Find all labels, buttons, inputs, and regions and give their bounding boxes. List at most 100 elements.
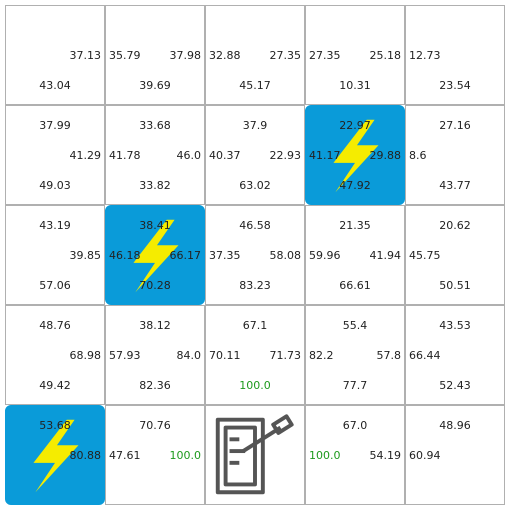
cell-value-bottom: 70.28 — [139, 279, 171, 292]
grid-cell[interactable]: 46.58 37.35 58.08 83.23 — [205, 205, 305, 305]
cell-value-bottom: 33.82 — [139, 179, 171, 192]
cell-value-bottom: 23.54 — [439, 79, 471, 92]
goal-cell[interactable] — [205, 405, 305, 505]
grid-cell[interactable]: 67.0 100.0 54.19 — [305, 405, 405, 505]
cell-value-right: 46.0 — [176, 149, 202, 162]
cell-value-top: 48.96 — [439, 419, 471, 432]
cell-value-top: 53.68 — [39, 419, 71, 432]
grid-cell[interactable]: 27.16 8.6 43.77 — [405, 105, 505, 205]
grid-cell[interactable]: 67.1 70.11 71.73 100.0 — [205, 305, 305, 405]
cell-value-right: 58.08 — [269, 249, 302, 262]
cell-value-bottom: 49.42 — [39, 379, 71, 392]
cell-value-bottom: 63.02 — [239, 179, 271, 192]
cell-value-top: 33.68 — [139, 119, 171, 132]
grid-cell[interactable]: 43.19 39.85 57.06 — [5, 205, 105, 305]
cell-value-right: 37.98 — [169, 49, 202, 62]
lightning-cell[interactable]: 53.68 80.88 — [5, 405, 105, 505]
cell-value-bottom: 50.51 — [439, 279, 471, 292]
cell-value-top: 37.99 — [39, 119, 71, 132]
cell-value-bottom: 57.06 — [39, 279, 71, 292]
cell-value-bottom: 43.77 — [439, 179, 471, 192]
cell-value-right: 27.35 — [269, 49, 302, 62]
cell-value-right: 57.8 — [376, 349, 402, 362]
cell-value-right: 37.13 — [69, 49, 102, 62]
grid-cell[interactable]: 32.88 27.35 45.17 — [205, 5, 305, 105]
grid-cell[interactable]: 35.79 37.98 39.69 — [105, 5, 205, 105]
grid-cell[interactable]: 37.13 43.04 — [5, 5, 105, 105]
grid-cell[interactable]: 43.53 66.44 52.43 — [405, 305, 505, 405]
grid-cell[interactable]: 37.9 40.37 22.93 63.02 — [205, 105, 305, 205]
cell-value-left: 70.11 — [209, 349, 241, 362]
cell-value-bottom: 45.17 — [239, 79, 271, 92]
cell-value-right: 41.94 — [369, 249, 402, 262]
cell-value-right: 71.73 — [269, 349, 302, 362]
cell-value-right: 100.0 — [169, 449, 202, 462]
lightning-cell[interactable]: 38.41 46.18 66.17 70.28 — [105, 205, 205, 305]
cell-value-right: 66.17 — [169, 249, 202, 262]
cell-value-top: 20.62 — [439, 219, 471, 232]
cell-value-left: 100.0 — [309, 449, 341, 462]
cell-value-bottom: 10.31 — [339, 79, 371, 92]
cell-value-top: 22.97 — [339, 119, 371, 132]
cell-value-left: 60.94 — [409, 449, 441, 462]
cell-value-bottom: 66.61 — [339, 279, 371, 292]
grid-cell[interactable]: 21.35 59.96 41.94 66.61 — [305, 205, 405, 305]
cell-value-right: 29.88 — [369, 149, 402, 162]
cell-value-right: 68.98 — [69, 349, 102, 362]
cell-value-right: 22.93 — [269, 149, 302, 162]
cell-value-top: 38.41 — [139, 219, 171, 232]
lightning-icon — [133, 219, 179, 293]
cell-value-bottom: 100.0 — [239, 379, 271, 392]
grid-cell[interactable]: 48.76 68.98 49.42 — [5, 305, 105, 405]
lightning-icon — [333, 119, 379, 193]
cell-value-top: 43.53 — [439, 319, 471, 332]
grid-cell[interactable]: 70.76 47.61 100.0 — [105, 405, 205, 505]
cell-value-top: 43.19 — [39, 219, 71, 232]
cell-value-top: 48.76 — [39, 319, 71, 332]
cell-value-bottom: 52.43 — [439, 379, 471, 392]
cell-value-left: 35.79 — [109, 49, 141, 62]
cell-value-top: 27.16 — [439, 119, 471, 132]
cell-value-top: 46.58 — [239, 219, 271, 232]
cell-value-top: 55.4 — [342, 319, 368, 332]
cell-value-right: 54.19 — [369, 449, 402, 462]
cell-value-top: 67.0 — [342, 419, 368, 432]
cell-value-bottom: 83.23 — [239, 279, 271, 292]
cell-value-bottom: 82.36 — [139, 379, 171, 392]
grid-cell[interactable]: 48.96 60.94 — [405, 405, 505, 505]
cell-value-left: 8.6 — [409, 149, 427, 162]
cell-value-bottom: 43.04 — [39, 79, 71, 92]
cell-value-left: 37.35 — [209, 249, 241, 262]
cell-value-left: 41.17 — [309, 149, 341, 162]
cell-value-left: 40.37 — [209, 149, 241, 162]
cell-value-bottom: 39.69 — [139, 79, 171, 92]
grid-cell[interactable]: 33.68 41.78 46.0 33.82 — [105, 105, 205, 205]
grid-cell[interactable]: 20.62 45.75 50.51 — [405, 205, 505, 305]
cell-value-left: 46.18 — [109, 249, 141, 262]
cell-value-top: 37.9 — [242, 119, 268, 132]
cell-value-right: 25.18 — [369, 49, 402, 62]
exit-door-icon — [215, 414, 294, 495]
cell-value-bottom: 77.7 — [342, 379, 368, 392]
cell-value-right: 39.85 — [69, 249, 102, 262]
cell-value-top: 38.12 — [139, 319, 171, 332]
grid-cell[interactable]: 55.4 82.2 57.8 77.7 — [305, 305, 405, 405]
cell-value-left: 27.35 — [309, 49, 341, 62]
grid-cell[interactable]: 38.12 57.93 84.0 82.36 — [105, 305, 205, 405]
grid-cell[interactable]: 27.35 25.18 10.31 — [305, 5, 405, 105]
game-grid: 37.13 43.04 35.79 37.98 39.69 32.88 27.35 45.17… — [5, 5, 505, 505]
cell-value-right: 84.0 — [176, 349, 202, 362]
cell-value-left: 41.78 — [109, 149, 141, 162]
cell-value-left: 47.61 — [109, 449, 141, 462]
cell-value-bottom: 47.92 — [339, 179, 371, 192]
grid-cell[interactable]: 37.99 41.29 49.03 — [5, 105, 105, 205]
cell-value-top: 67.1 — [242, 319, 268, 332]
lightning-icon — [33, 419, 79, 493]
cell-value-left: 32.88 — [209, 49, 241, 62]
lightning-cell[interactable]: 22.97 41.17 29.88 47.92 — [305, 105, 405, 205]
cell-value-top: 21.35 — [339, 219, 371, 232]
cell-value-left: 45.75 — [409, 249, 441, 262]
grid-cell[interactable]: 12.73 23.54 — [405, 5, 505, 105]
cell-value-left: 12.73 — [409, 49, 441, 62]
cell-value-left: 66.44 — [409, 349, 441, 362]
